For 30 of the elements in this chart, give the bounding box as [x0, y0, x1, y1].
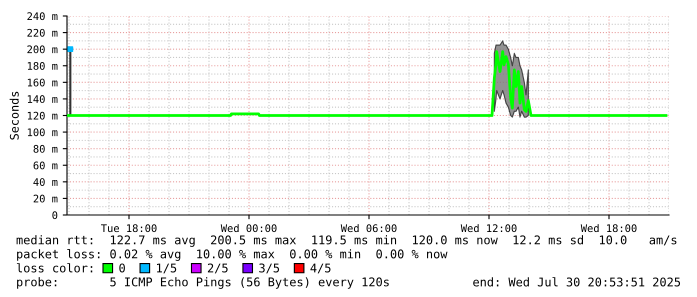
- text: probe: 5 ICMP Echo Pings (56 Bytes) every 120s: [17, 277, 389, 289]
- x-tick-label: Wed 18:00: [580, 224, 637, 232]
- legend-label: 2/5: [208, 263, 228, 274]
- legend-label: 0: [119, 263, 125, 272]
- y-tick-label: 60 m: [34, 162, 58, 170]
- y-tick-label: 80 m: [34, 144, 58, 153]
- x-tick-label: Wed 06:00: [340, 224, 397, 232]
- y-tick-label: 120 m: [28, 112, 58, 120]
- legend-label: 4/5: [310, 264, 330, 274]
- y-tick-label: 20 m: [34, 194, 58, 203]
- x-tick-label: Wed 12:00: [460, 224, 517, 232]
- legend-title: loss color:: [16, 263, 92, 272]
- y-tick-label: 140 m: [28, 95, 58, 104]
- y-tick-label: 100 m: [28, 128, 58, 136]
- y-tick-label: 220 m: [27, 28, 58, 37]
- y-axis-title: Seconds: [10, 92, 19, 140]
- text: end: Wed Jul 30 20:53:51 2025: [473, 277, 680, 286]
- legend-label: 3/5: [259, 263, 280, 274]
- y-tick-label: 0: [52, 211, 58, 220]
- x-tick-label: Tue 18:00: [101, 224, 157, 232]
- x-tick-label: Wed 00:00: [220, 224, 277, 232]
- legend-label: 1/5: [157, 264, 176, 274]
- y-tick-label: 160 m: [28, 78, 58, 86]
- y-tick-label: 40 m: [33, 178, 58, 186]
- y-tick-label: 240 m: [27, 12, 58, 20]
- y-tick-label: 200 m: [27, 45, 58, 54]
- text: median rtt: 122.7 ms avg 200.5 ms max 119.5 ms min 120.0 ms now 12.2 ms sd 10.0 am/s: [16, 235, 676, 247]
- y-tick-label: 180 m: [28, 62, 58, 70]
- line-series: [67, 50, 668, 117]
- text: packet loss: 0.02 % avg 10.00 % max 0.00 % min 0.00 % now: [17, 249, 448, 261]
